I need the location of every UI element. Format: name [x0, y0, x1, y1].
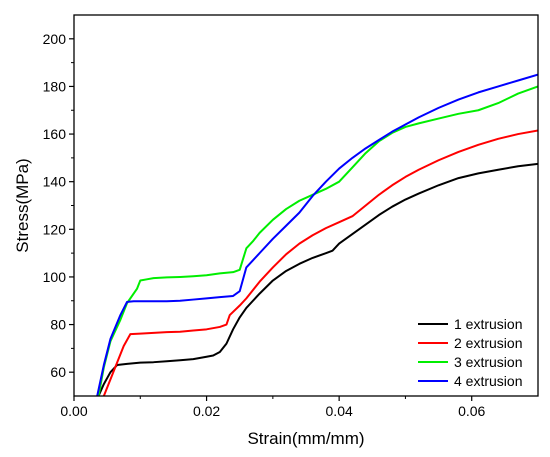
- x-axis-label: Strain(mm/mm): [247, 429, 364, 448]
- axes-layer: 0.00 0.02 0.04 0.06 60 80 100 120 140 160 180 200: [43, 14, 539, 419]
- legend-label-4: 4 extrusion: [454, 373, 522, 389]
- x-tick-label: 0.04: [326, 403, 353, 419]
- y-tick-label: 180: [43, 78, 67, 94]
- series-line-3: [97, 85, 538, 396]
- y-tick-label: 160: [43, 126, 67, 142]
- series-line-4: [96, 73, 538, 396]
- legend-label-3: 3 extrusion: [454, 354, 522, 370]
- legend-label-2: 2 extrusion: [454, 335, 522, 351]
- y-tick-label: 80: [50, 317, 66, 333]
- x-tick-label: 0.06: [458, 403, 485, 419]
- y-tick-label: 200: [43, 31, 67, 47]
- x-tick-label: 0.00: [60, 403, 87, 419]
- y-tick-label: 100: [43, 269, 67, 285]
- legend-label-1: 1 extrusion: [454, 316, 522, 332]
- x-tick-label: 0.02: [193, 403, 220, 419]
- y-tick-label: 140: [43, 174, 67, 190]
- y-tick-label: 120: [43, 221, 67, 237]
- y-tick-label: 60: [50, 364, 66, 380]
- series-line-2: [102, 129, 538, 396]
- legend: 1 extrusion 2 extrusion 3 extrusion 4 extru…: [418, 316, 522, 389]
- series-layer: [96, 73, 538, 396]
- series-line-1: [97, 162, 538, 396]
- y-axis-label: Stress(MPa): [13, 158, 32, 252]
